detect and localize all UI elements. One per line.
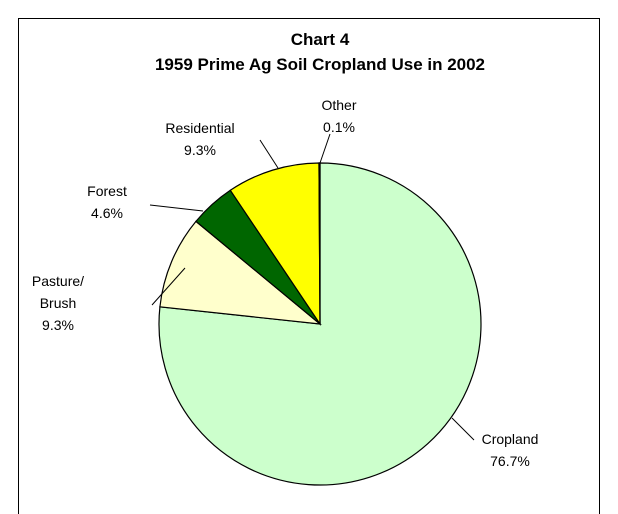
- slice-label: Residential: [165, 120, 234, 136]
- slice-value-label: 4.6%: [91, 205, 123, 221]
- slice-label-line: Cropland: [482, 431, 539, 447]
- pie-slice: [318, 162, 321, 325]
- slice-value-label: 9.3%: [184, 142, 216, 158]
- leader-line: [259, 139, 279, 169]
- slice-label-line: Forest: [87, 183, 127, 199]
- slice-label: Cropland: [482, 431, 539, 447]
- slice-label: Other: [321, 97, 356, 113]
- slice-label-line: Residential: [165, 120, 234, 136]
- chart-title: Chart 4: [291, 30, 350, 49]
- slice-value-label: 76.7%: [490, 453, 530, 469]
- leader-line: [149, 204, 204, 212]
- leader-line: [451, 417, 475, 441]
- slice-label-line: Brush: [40, 295, 77, 311]
- slice-label-line: Other: [321, 97, 356, 113]
- slice-value-label: 9.3%: [42, 317, 74, 333]
- pie-slice: [229, 162, 321, 326]
- slice-label: Pasture/Brush: [32, 273, 84, 311]
- chart-subtitle: 1959 Prime Ag Soil Cropland Use in 2002: [155, 55, 485, 74]
- leader-line: [151, 267, 186, 306]
- slice-value-label: 0.1%: [323, 119, 355, 135]
- leader-line: [319, 133, 331, 164]
- pie-slice: [159, 220, 322, 325]
- slice-label-line: Pasture/: [32, 273, 84, 289]
- slice-label: Forest: [87, 183, 127, 199]
